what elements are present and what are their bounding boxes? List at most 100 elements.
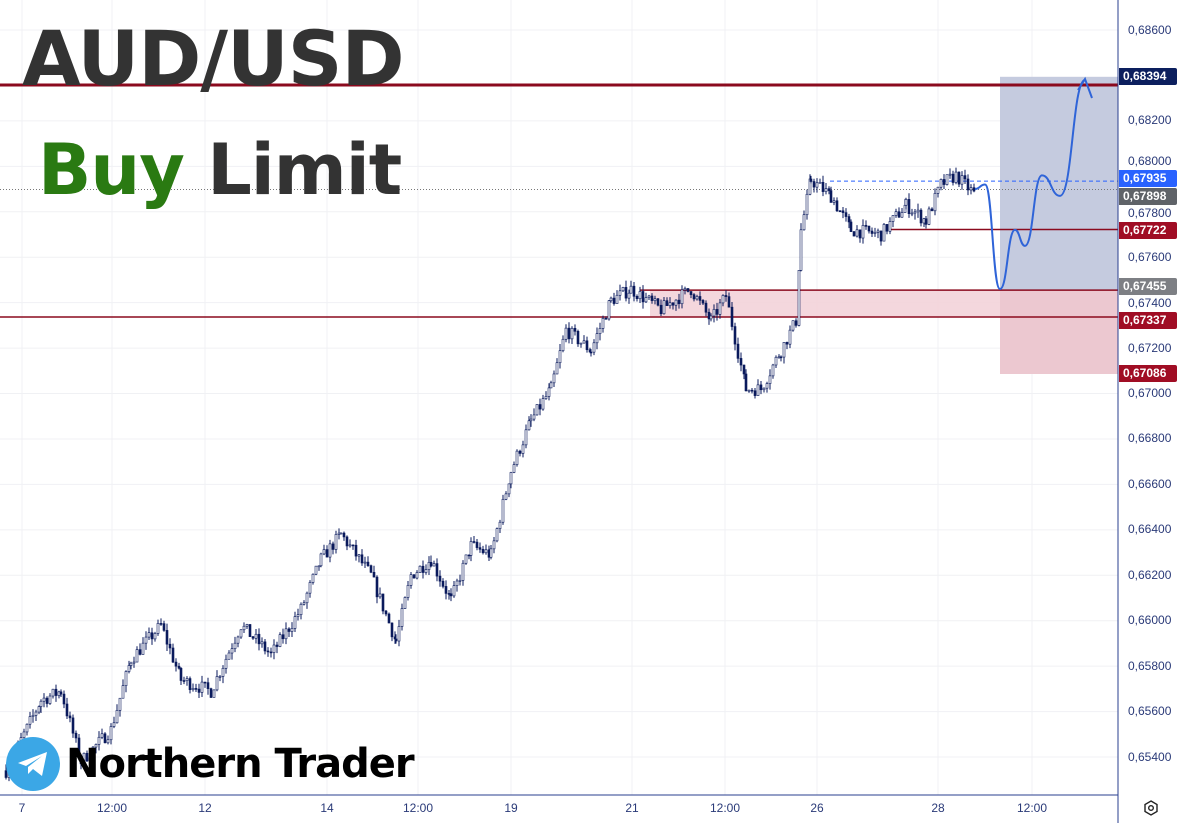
candle (535, 404, 539, 416)
candle (254, 633, 258, 639)
candle (475, 541, 479, 548)
price-level-label: 0,67337 (1119, 311, 1177, 329)
candle (200, 681, 204, 693)
candle (287, 628, 291, 632)
candle (51, 688, 55, 697)
candle (805, 193, 809, 216)
candle (924, 218, 928, 225)
candle (236, 636, 240, 644)
candle (567, 327, 571, 340)
candle (897, 211, 901, 218)
candle (127, 665, 131, 672)
time-tick-label: 12 (198, 801, 212, 815)
candle (452, 585, 456, 597)
candle (481, 549, 485, 554)
order-type-title: Buy Limit (38, 128, 402, 212)
candle (765, 383, 769, 389)
settings-icon[interactable] (1143, 800, 1159, 816)
candle (28, 716, 32, 725)
candle (230, 648, 234, 654)
candle (121, 685, 125, 699)
candle (206, 682, 210, 689)
candle (484, 549, 488, 554)
candle (592, 342, 596, 353)
candle (239, 629, 243, 638)
candle (203, 681, 207, 684)
candle (412, 574, 416, 579)
candle (441, 580, 445, 587)
candle (194, 688, 198, 690)
candle (736, 343, 740, 359)
candle (841, 210, 845, 213)
candle (469, 541, 473, 556)
candle (248, 624, 252, 637)
candle (378, 593, 382, 598)
candle (293, 616, 297, 629)
candle (529, 418, 533, 422)
candle (855, 229, 859, 237)
candle (31, 714, 35, 717)
candle (564, 327, 568, 340)
candle (129, 662, 133, 666)
price-tick-label: 0,68600 (1128, 22, 1172, 37)
candle (933, 193, 937, 212)
price-tick-label: 0,67800 (1128, 205, 1172, 220)
candle (144, 636, 148, 644)
candle (275, 644, 279, 647)
candle (461, 562, 465, 581)
candle (242, 625, 246, 631)
candle (351, 544, 355, 547)
candle (296, 614, 300, 617)
candle (704, 302, 708, 313)
candle (290, 628, 294, 632)
candle (165, 630, 169, 645)
time-tick-label: 26 (810, 801, 824, 815)
candle (788, 329, 792, 345)
candle (464, 554, 468, 564)
candle (879, 230, 883, 242)
candle (115, 710, 119, 724)
candle (269, 651, 273, 654)
candle (638, 291, 642, 300)
candle (91, 746, 95, 759)
candle (302, 602, 306, 605)
candle (515, 450, 519, 465)
candle (709, 315, 713, 320)
candle (532, 414, 536, 420)
candle (818, 182, 822, 184)
time-tick-label: 12:00 (402, 801, 434, 815)
candle (939, 179, 943, 188)
time-tick-label: 21 (625, 801, 639, 815)
candle (629, 285, 633, 294)
candle (68, 715, 72, 719)
candle (319, 553, 323, 567)
candle (366, 561, 370, 566)
candle (278, 634, 282, 647)
price-tick-label: 0,67400 (1128, 295, 1172, 310)
candle (779, 356, 783, 359)
candle (715, 309, 719, 315)
candle (94, 744, 98, 748)
candle (478, 547, 482, 550)
price-tick-label: 0,66000 (1128, 613, 1172, 628)
time-tick-label: 28 (931, 801, 945, 815)
candle (82, 752, 86, 765)
candle (363, 561, 367, 564)
candle (615, 294, 619, 304)
candle (774, 356, 778, 366)
candle (647, 295, 651, 298)
candle (585, 340, 589, 351)
candle (432, 563, 436, 567)
candle (730, 306, 734, 327)
candle (518, 450, 522, 454)
candle (838, 210, 842, 213)
candle (360, 554, 364, 564)
price-tick-label: 0,67200 (1128, 340, 1172, 355)
candle (227, 652, 231, 660)
price-tick-label: 0,66800 (1128, 431, 1172, 446)
candle (913, 211, 917, 214)
candle (400, 608, 404, 627)
candle (266, 650, 270, 653)
candle (71, 717, 75, 734)
